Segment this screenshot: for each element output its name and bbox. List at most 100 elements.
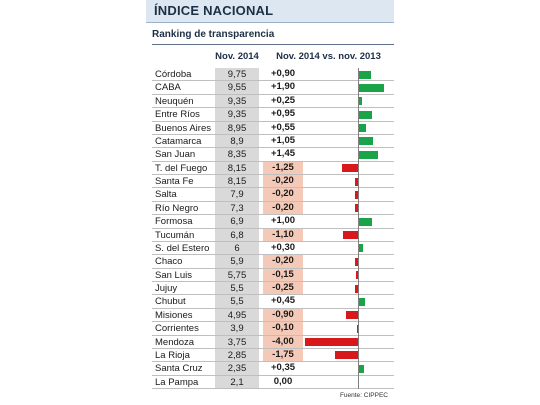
score-value: 9,75	[227, 69, 247, 80]
table-row: Santa Fe 8,15 -0,20	[152, 175, 394, 189]
change-bar	[359, 244, 363, 253]
change-bar	[359, 297, 365, 306]
table-row: Formosa 6,9 +1,00	[152, 215, 394, 229]
change-value: +0,55	[270, 121, 296, 133]
change-value: -0,20	[263, 188, 303, 201]
change-value: +0,95	[270, 108, 296, 120]
change-value: -1,25	[263, 161, 303, 174]
province-name: Chubut	[155, 296, 186, 308]
province-name: Tucumán	[155, 229, 195, 241]
table-row: Entre Ríos 9,35 +0,95	[152, 108, 394, 122]
score-value: 5,5	[230, 296, 244, 308]
province-name: La Rioja	[155, 349, 190, 361]
change-value: +0,35	[270, 362, 296, 374]
change-bar	[359, 70, 371, 79]
province-name: Corrientes	[155, 323, 199, 335]
change-bar	[359, 137, 373, 146]
change-bar	[359, 217, 373, 226]
change-bar	[359, 150, 379, 159]
table-row: Mendoza 3,75 -4,00	[152, 335, 394, 349]
chart-subtitle: Ranking de transparencia	[152, 29, 275, 40]
change-value: -0,20	[263, 175, 303, 188]
change-value: -0,15	[263, 268, 303, 281]
score-value: 7,9	[230, 189, 244, 201]
change-bar	[355, 257, 358, 266]
score-value: 2,1	[230, 376, 244, 388]
change-bar	[359, 124, 367, 132]
province-name: Entre Ríos	[155, 109, 200, 121]
change-bar	[359, 83, 385, 92]
table-row: Chaco 5,9 -0,20	[152, 255, 394, 269]
change-bar	[343, 231, 358, 239]
change-bar	[305, 338, 358, 346]
table-row: La Rioja 2,85 -1,75	[152, 348, 394, 363]
change-bar-chart	[146, 68, 394, 389]
change-bar	[355, 204, 358, 213]
score-value: 8,15	[227, 162, 247, 174]
score-value: 8,15	[227, 176, 247, 187]
province-name: Mendoza	[155, 336, 195, 348]
table-row: Buenos Aires 8,95 +0,55	[152, 122, 394, 135]
table-row: Salta 7,9 -0,20	[152, 188, 394, 202]
province-name: Buenos Aires	[155, 122, 211, 134]
province-name: CABA	[155, 82, 181, 94]
change-bar	[359, 97, 363, 106]
score-value: 9,35	[227, 95, 247, 107]
province-name: Santa Fe	[155, 176, 194, 187]
change-value: -0,20	[263, 201, 303, 215]
score-value: 3,75	[227, 336, 247, 348]
table-row: Neuquén 9,35 +0,25	[152, 94, 394, 109]
infographic-panel: ÍNDICE NACIONAL Ranking de transparencia…	[146, 0, 394, 405]
table-row: Tucumán 6,8 -1,10	[152, 228, 394, 242]
score-value: 2,35	[227, 363, 247, 375]
score-value: 5,5	[230, 283, 244, 294]
score-value: 9,35	[227, 109, 247, 121]
change-bar	[356, 324, 358, 333]
score-value: 3,9	[230, 323, 244, 335]
change-bar	[359, 364, 364, 373]
change-value: -4,00	[263, 335, 303, 348]
table-row: San Luis 5,75 -0,15	[152, 268, 394, 282]
score-value: 9,55	[227, 82, 247, 94]
province-name: San Juan	[155, 149, 196, 161]
change-value: -0,25	[263, 282, 303, 295]
score-value: 6	[234, 242, 240, 254]
province-name: Formosa	[155, 216, 193, 228]
score-value: 2,85	[227, 349, 247, 361]
score-value: 4,95	[227, 309, 247, 321]
title-band: ÍNDICE NACIONAL	[146, 0, 394, 22]
table-row: Misiones 4,95 -0,90	[152, 308, 394, 323]
change-value: -0,20	[263, 255, 303, 268]
change-bar	[341, 164, 358, 173]
change-value: +1,00	[270, 215, 296, 227]
province-name: San Luis	[155, 269, 192, 281]
change-value: +0,25	[270, 94, 296, 106]
change-value: 0,00	[273, 375, 293, 387]
table-row: Córdoba 9,75 +0,90	[152, 68, 394, 82]
change-value: +1,90	[270, 81, 296, 93]
table-row: Río Negro 7,3 -0,20	[152, 201, 394, 216]
change-value: -0,90	[263, 308, 303, 322]
table-row: T. del Fuego 8,15 -1,25	[152, 161, 394, 175]
table-row: Jujuy 5,5 -0,25	[152, 282, 394, 296]
title-rule	[146, 22, 394, 23]
table-row: San Juan 8,35 +1,45	[152, 148, 394, 162]
table-row: Santa Cruz 2,35 +0,35	[152, 362, 394, 376]
table-row: Corrientes 3,9 -0,10	[152, 322, 394, 336]
change-bar	[359, 110, 372, 119]
change-value: +0,30	[270, 241, 296, 253]
change-bar	[354, 284, 358, 293]
province-name: S. del Estero	[155, 242, 210, 254]
score-value: 5,75	[227, 269, 247, 281]
change-bar	[355, 177, 358, 186]
change-value: -0,10	[263, 322, 303, 335]
score-value: 6,9	[230, 216, 244, 228]
score-value: 8,9	[230, 135, 244, 147]
province-name: Catamarca	[155, 135, 202, 147]
province-name: Córdoba	[155, 69, 192, 80]
change-bar	[356, 271, 358, 280]
score-column-background	[215, 68, 259, 389]
score-value: 8,35	[227, 149, 247, 161]
chart-title: ÍNDICE NACIONAL	[154, 3, 274, 18]
table-row: CABA 9,55 +1,90	[152, 81, 394, 95]
